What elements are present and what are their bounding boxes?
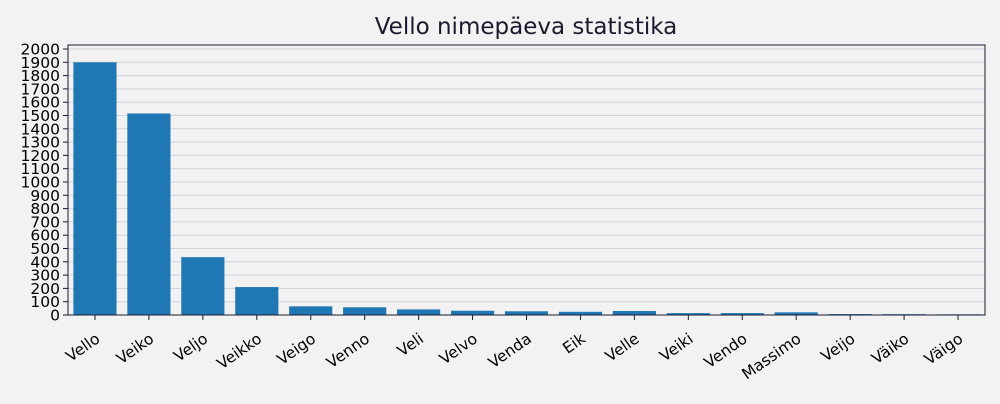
bar-velle (612, 311, 656, 315)
chart-title: Vello nimepäeva statistika (375, 14, 678, 40)
y-tick-label: 1200 (21, 147, 60, 165)
bar-vendo (720, 313, 764, 315)
x-tick-label: Veigo (274, 330, 319, 369)
x-tick-label: Venno (323, 330, 373, 372)
x-tick-label: Veiko (113, 330, 157, 368)
bar-veiki (666, 313, 710, 315)
y-tick-label: 1300 (21, 134, 60, 152)
x-axis: Vello Veiko Veljo Veikko Veigo Venno Veli Velvo… (63, 315, 966, 384)
bar-vello (73, 62, 117, 315)
plot-frame (67, 44, 986, 316)
bar-massimo (774, 312, 818, 315)
x-tick-label: Eik (560, 330, 589, 358)
y-tick-label: 1100 (21, 160, 60, 178)
bars (73, 62, 980, 316)
bar-veli (397, 309, 441, 315)
bar-velvo (450, 310, 495, 315)
y-tick-label: 1400 (21, 120, 60, 138)
x-tick-label: Veljo (170, 330, 211, 366)
x-tick-label: Velvo (436, 330, 481, 369)
x-tick-label: Väiko (868, 330, 912, 368)
y-tick-label: 500 (30, 240, 60, 258)
x-tick-label: Massimo (739, 330, 805, 384)
bar-eik (558, 311, 603, 315)
bar-veljo (181, 257, 225, 315)
x-tick-label: Venda (485, 330, 535, 372)
y-tick-label: 1600 (21, 94, 60, 112)
y-tick-label: 100 (30, 293, 60, 311)
bar-veigo (289, 306, 333, 315)
y-tick-label: 1000 (21, 173, 60, 191)
x-tick-label: Velle (602, 330, 643, 366)
y-tick-label: 2000 (21, 40, 60, 58)
bar-veiko (127, 113, 171, 316)
x-tick-label: Veikko (214, 330, 265, 374)
y-tick-label: 900 (30, 187, 60, 205)
bar-venda (504, 311, 549, 315)
y-tick-label: 1500 (21, 107, 60, 125)
y-tick-label: 400 (30, 253, 60, 271)
y-tick-label: 1800 (21, 67, 60, 85)
bar-veikko (235, 287, 279, 315)
x-tick-label: Vello (63, 330, 104, 366)
grid-lines (68, 48, 985, 316)
x-tick-label: Väigo (921, 330, 966, 369)
y-axis: 0100200300400500600700800900100011001200… (21, 40, 68, 325)
y-tick-label: 800 (30, 200, 60, 218)
y-tick-label: 600 (30, 227, 60, 245)
y-tick-label: 300 (30, 267, 60, 285)
y-tick-label: 200 (30, 280, 60, 298)
bar-venno (343, 307, 387, 315)
y-tick-label: 0 (50, 307, 60, 325)
x-tick-label: Veli (394, 330, 427, 361)
x-tick-label: Veiki (656, 330, 696, 366)
y-tick-label: 1700 (21, 80, 60, 98)
x-tick-label: Veijo (818, 330, 859, 366)
y-tick-label: 1900 (21, 54, 60, 72)
y-tick-label: 700 (30, 213, 60, 231)
